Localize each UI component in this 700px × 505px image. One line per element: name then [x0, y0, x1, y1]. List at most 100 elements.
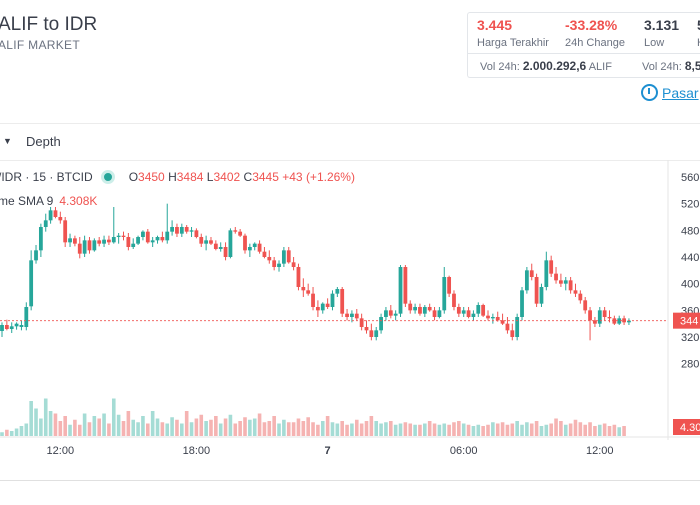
volume-bar — [311, 422, 315, 436]
candle-body — [38, 227, 43, 251]
price-tick-label: 520 — [681, 199, 699, 211]
volume-bar — [568, 423, 573, 436]
chart-legend-ohlc: /IDR · 15 · BTCID O3450 H3484 L3402 C3445… — [0, 169, 355, 185]
candle-body — [306, 290, 311, 294]
candle-body — [102, 239, 106, 244]
volume-bar — [29, 401, 33, 436]
volume-bar — [466, 424, 471, 436]
candle-body — [481, 305, 486, 316]
candle-body — [58, 217, 63, 221]
candlestick-chart[interactable]: 560 520 480 440 400 360 320 280 344 4.30 12:00 18:… — [0, 160, 700, 500]
candle-body — [228, 230, 233, 257]
volume-bar — [272, 416, 276, 436]
volume-bar — [228, 414, 233, 436]
volume-bar — [170, 417, 174, 436]
volume-bar — [116, 414, 121, 436]
candle-body — [490, 317, 495, 319]
volume-bar — [461, 423, 466, 436]
candle-body — [369, 330, 374, 337]
candle-body — [374, 330, 379, 337]
volume-bar — [218, 423, 223, 436]
high-key: H — [168, 170, 177, 184]
volume-bar — [199, 414, 204, 436]
volume-bar — [617, 427, 622, 436]
candle-body — [364, 327, 369, 331]
market-link[interactable]: Pasar — [641, 81, 699, 101]
stats-divider — [468, 53, 700, 54]
tab-depth[interactable]: Depth — [26, 134, 61, 149]
volume-bar — [544, 424, 549, 436]
volume-bar — [9, 431, 14, 436]
candle-body — [73, 238, 77, 244]
candle-body — [520, 290, 524, 317]
close-key: C — [243, 170, 253, 184]
candle-body — [583, 300, 588, 311]
last-price-badge — [673, 312, 700, 329]
volume-bar — [126, 411, 131, 436]
candle-body — [354, 313, 359, 319]
candle-body — [442, 277, 447, 311]
candle-body — [554, 273, 558, 281]
volume-bar — [554, 418, 558, 436]
candle-body — [204, 240, 209, 244]
stat-value: -33.28% — [565, 17, 618, 33]
candle-body — [155, 237, 160, 241]
candle-body — [29, 260, 34, 307]
volume-bar — [500, 422, 505, 436]
volume-bar — [68, 424, 72, 436]
candle-body — [447, 277, 452, 294]
candle-body — [568, 280, 573, 291]
candle-body — [495, 317, 500, 321]
candle-body — [296, 267, 301, 287]
candle-body — [243, 235, 247, 251]
volume-bar — [597, 424, 602, 436]
candle-body — [145, 231, 150, 243]
volume-24h-quote: Vol 24h: 8,5 — [642, 59, 700, 73]
volume-bar — [389, 421, 393, 436]
volume-bar — [486, 424, 490, 436]
candle-body — [466, 310, 471, 317]
volume-bar — [194, 418, 199, 436]
candle-body — [189, 230, 194, 232]
candle-body — [301, 287, 306, 291]
volume-bar — [316, 424, 320, 436]
candle-body — [524, 270, 529, 291]
candle-body — [286, 250, 291, 263]
volume-bar — [39, 418, 43, 436]
candle-body — [87, 240, 92, 251]
candle-body — [403, 267, 408, 304]
volume-value: 2.000.292,6 — [522, 59, 587, 73]
volume-bar — [262, 422, 267, 436]
candle-body — [340, 289, 345, 314]
volume-bar — [573, 419, 578, 436]
volume-bar — [520, 424, 524, 436]
volume-bar — [306, 417, 310, 436]
volume-bar — [354, 419, 359, 436]
candle-body — [179, 227, 184, 234]
price-tick-label: 560 — [681, 172, 699, 184]
candle-body — [150, 240, 155, 243]
market-link-label: Pasar — [662, 85, 699, 101]
candle-body — [9, 326, 14, 329]
volume-bar — [107, 423, 111, 436]
candle-body — [272, 260, 277, 267]
volume-bar — [515, 421, 519, 436]
candle-body — [68, 238, 72, 243]
volume-bar — [165, 423, 170, 436]
time-axis: 12:00 18:00 7 06:00 12:00 — [0, 436, 700, 457]
volume-bar — [335, 423, 340, 436]
candle-body — [539, 287, 544, 304]
candle-body — [408, 303, 413, 311]
candle-body — [82, 240, 87, 254]
volume-bar — [0, 432, 4, 436]
sma-axis-label: 4.30 — [680, 422, 700, 434]
candle-body — [233, 230, 238, 232]
candle-body — [617, 318, 622, 324]
candle-body — [534, 277, 539, 304]
volume-bar — [223, 418, 228, 436]
chevron-down-icon[interactable]: ▼ — [3, 136, 12, 146]
candle-body — [111, 237, 116, 243]
stat-24h-change: -33.28% 24h Change — [565, 17, 625, 49]
volume-bar — [204, 421, 208, 436]
